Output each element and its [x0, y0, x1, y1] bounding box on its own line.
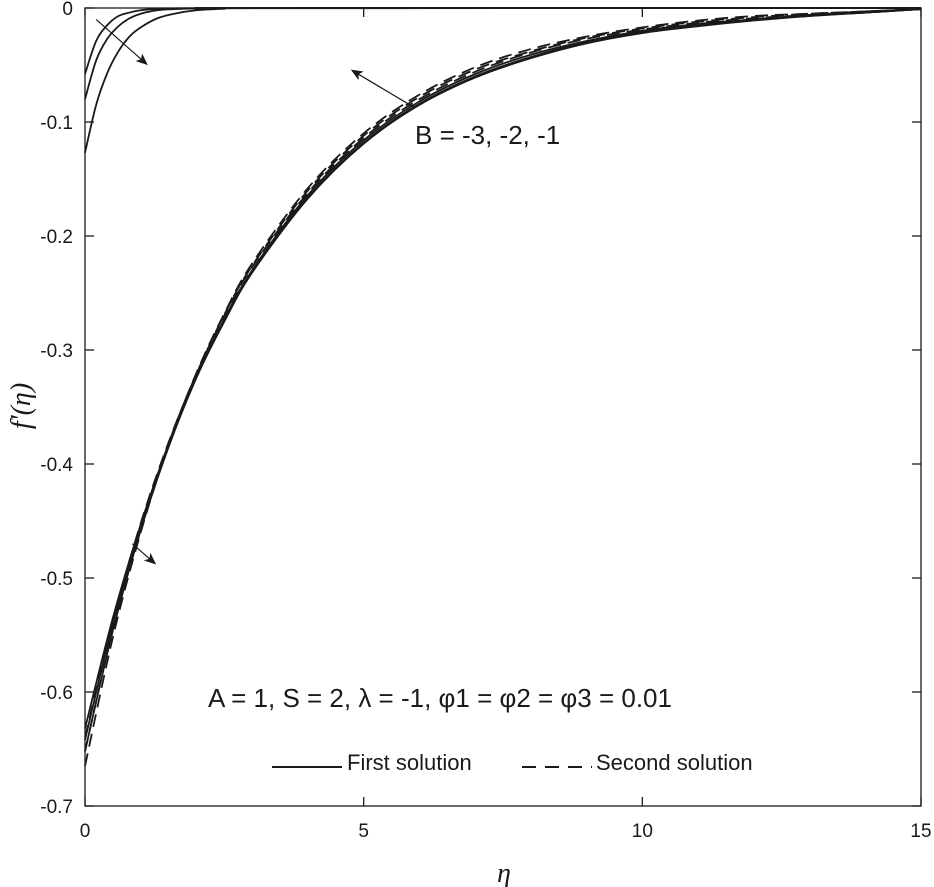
y-tick-label: 0 [62, 0, 73, 20]
y-tick-label: -0.6 [40, 683, 73, 704]
parameter-annotation: B = -3, -2, -1 [415, 120, 560, 150]
x-axis-label: η [497, 858, 511, 887]
y-tick-label: -0.5 [40, 569, 73, 590]
trend-arrow [131, 543, 157, 565]
conditions-annotation: A = 1, S = 2, λ = -1, φ1 = φ2 = φ3 = 0.0… [208, 683, 672, 713]
x-tick-label: 10 [632, 821, 653, 842]
y-tick-label: -0.2 [40, 227, 73, 248]
x-tick-labels: 0 5 10 15 [80, 821, 932, 842]
legend-label-first-solution: First solution [347, 750, 472, 775]
legend-label-second-solution: Second solution [596, 750, 753, 775]
y-tick-labels: 0 -0.1 -0.2 -0.3 -0.4 -0.5 -0.6 -0.7 [40, 0, 73, 818]
y-tick-label: -0.1 [40, 113, 73, 134]
second-solution-curve [84, 8, 922, 738]
y-tick-label: -0.7 [40, 797, 73, 818]
first-solution-curve [84, 8, 922, 741]
y-tick-label: -0.3 [40, 341, 73, 362]
arrow-marks [95, 18, 415, 565]
trend-arrow [95, 18, 148, 66]
x-tick-label: 0 [80, 821, 91, 842]
x-tick-label: 15 [910, 821, 931, 842]
y-axis-label: f'(η) [6, 383, 37, 429]
first-solution-curve [84, 8, 922, 729]
x-tick-label: 5 [358, 821, 369, 842]
first-solution-curve [84, 7, 922, 100]
second-solution-curve [84, 8, 922, 767]
series-lines [84, 7, 922, 767]
y-tick-label: -0.4 [40, 455, 73, 476]
legend: First solution Second solution [272, 750, 753, 775]
first-solution-curve [84, 7, 921, 75]
trend-arrow [350, 69, 415, 108]
